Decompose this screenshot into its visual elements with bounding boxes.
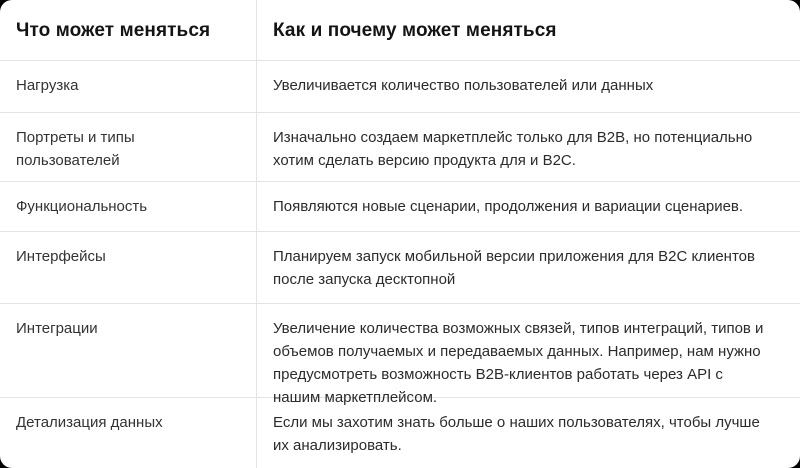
table-row-label: Детализация данных <box>0 398 257 468</box>
row-description-text: Увеличение количества возможных связей, … <box>273 320 764 406</box>
column-header-what-changes: Что может меняться <box>0 0 257 61</box>
row-label-text: Функциональность <box>16 198 148 215</box>
table-row-label: Портреты и типы пользователей <box>0 113 257 182</box>
row-label-text: Портреты и типы пользователей <box>16 129 135 169</box>
column-header-label: Как и почему может меняться <box>273 19 557 41</box>
column-header-label: Что может меняться <box>16 19 211 41</box>
table-row-description: Увеличение количества возможных связей, … <box>257 304 800 406</box>
row-description-text: Планируем запуск мобильной версии прилож… <box>273 248 755 288</box>
table-row-label: Функциональность <box>0 182 257 232</box>
table-row-label: Интерфейсы <box>0 232 257 304</box>
table-row-description: Появляются новые сценарии, продолжения и… <box>257 182 800 232</box>
row-label-text: Интеграции <box>16 320 98 337</box>
row-description-text: Изначально создаем маркетплейс только дл… <box>273 129 753 169</box>
table-row-label: Интеграции <box>0 304 257 398</box>
table-row-label: Нагрузка <box>0 61 257 113</box>
row-description-text: Появляются новые сценарии, продолжения и… <box>273 198 744 215</box>
row-label-text: Интерфейсы <box>16 248 106 265</box>
row-description-text: Если мы захотим знать больше о наших пол… <box>273 414 760 454</box>
table-row-description: Планируем запуск мобильной версии прилож… <box>257 232 800 304</box>
table-row-description: Изначально создаем маркетплейс только дл… <box>257 113 800 182</box>
column-header-how-why-changes: Как и почему может меняться <box>257 0 800 61</box>
row-label-text: Детализация данных <box>16 414 163 431</box>
table-row-description: Увеличивается количество пользователей и… <box>257 61 800 113</box>
table-row-description: Если мы захотим знать больше о наших пол… <box>257 398 800 468</box>
row-label-text: Нагрузка <box>16 77 79 94</box>
row-description-text: Увеличивается количество пользователей и… <box>273 77 654 94</box>
